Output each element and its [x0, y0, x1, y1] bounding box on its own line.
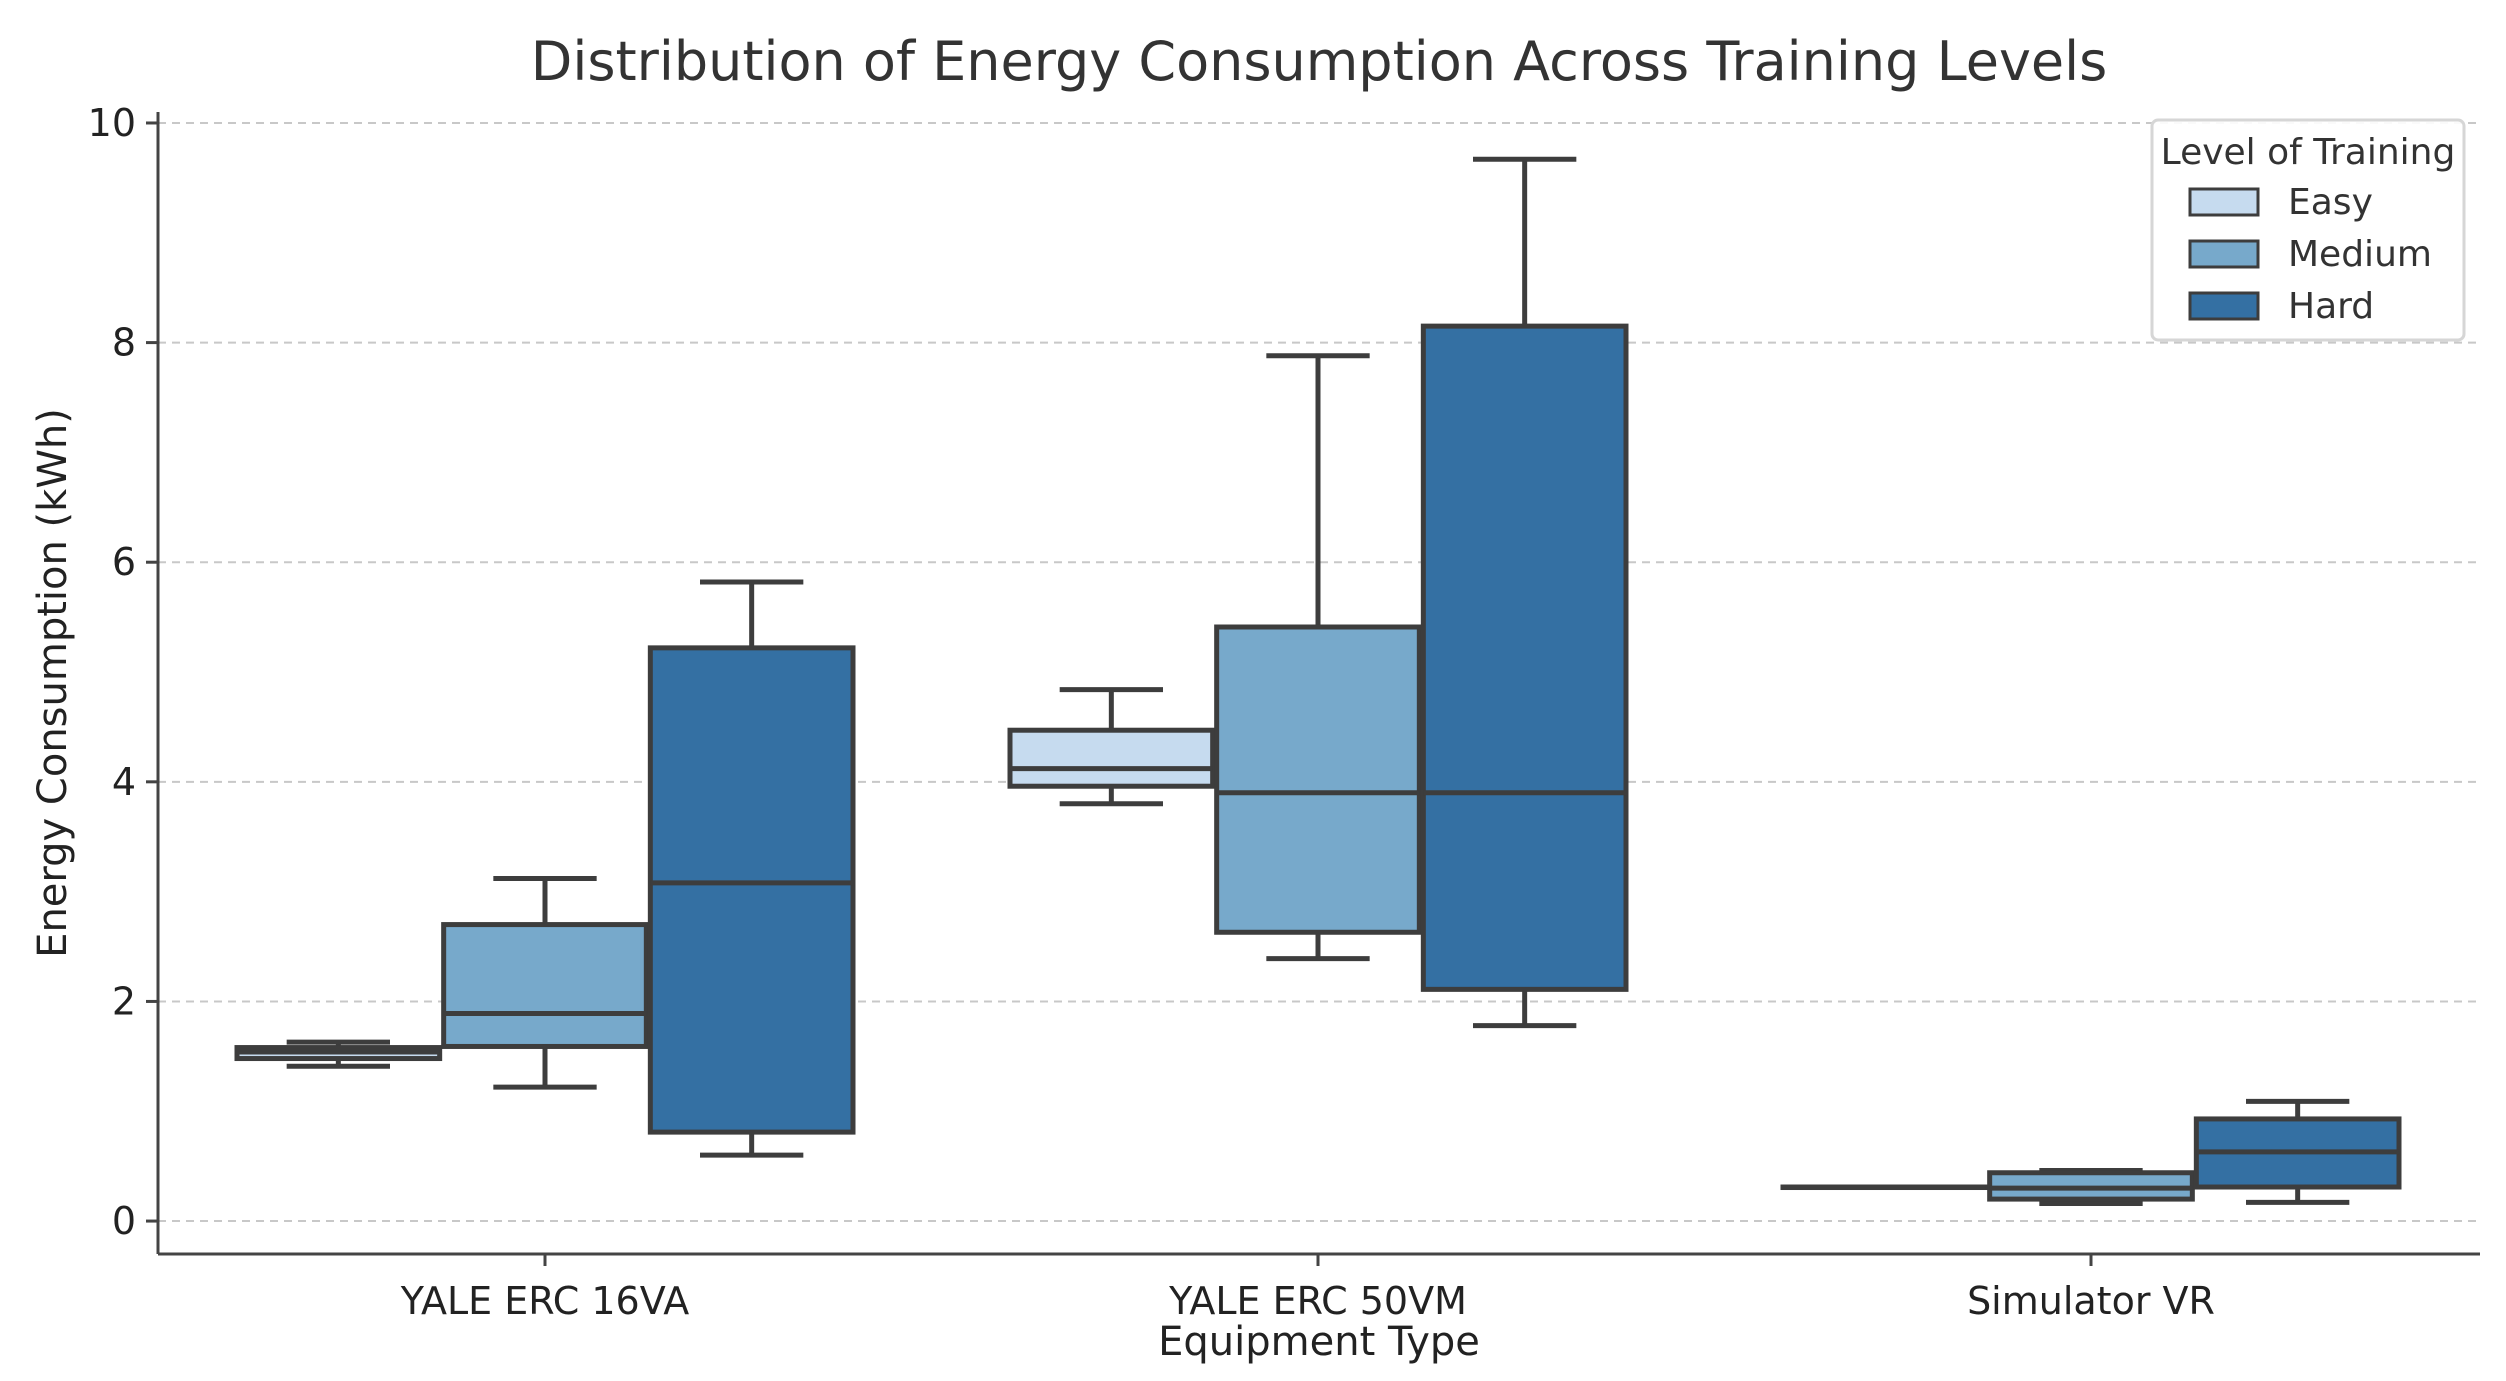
box-hard-0 [647, 579, 856, 1158]
x-ticks: YALE ERC 16VA YALE ERC 50VM Simulator VR [400, 1254, 2215, 1323]
y-tick-label-5: 10 [88, 101, 136, 145]
legend-items: Easy Medium Hard [2188, 182, 2432, 327]
x-axis-label: Equipment Type [1158, 1319, 1480, 1365]
box-medium-2 [1987, 1168, 2195, 1206]
legend-title: Level of Training [2161, 132, 2456, 173]
y-axis-label: Energy Consumption (kWh) [30, 408, 76, 958]
box-easy-1 [1007, 687, 1216, 807]
y-tick-label-3: 6 [112, 540, 136, 584]
box-body [1214, 624, 1422, 935]
box-body [441, 922, 649, 1049]
box-body [647, 645, 856, 1135]
box-easy-2 [1780, 1184, 1989, 1191]
legend-swatch-easy [2188, 187, 2260, 217]
y-tick-label-2: 4 [112, 760, 136, 804]
box-medium-1 [1214, 353, 1422, 962]
y-tick-label-4: 8 [112, 321, 136, 365]
box-body [1420, 323, 1629, 992]
legend-swatch-medium [2188, 239, 2260, 269]
y-tick-label-0: 0 [112, 1199, 136, 1243]
y-ticks: 0 2 4 6 8 10 [88, 101, 158, 1243]
legend-label-hard: Hard [2288, 286, 2374, 327]
box-hard-1 [1420, 156, 1629, 1029]
box-body [1007, 727, 1216, 789]
legend-swatch-hard [2188, 291, 2260, 321]
x-tick-label-1: YALE ERC 50VM [1168, 1279, 1467, 1323]
x-tick-label-2: Simulator VR [1967, 1279, 2215, 1323]
chart-title: Distribution of Energy Consumption Acros… [531, 30, 2108, 93]
box-medium-0 [441, 875, 649, 1090]
box-hard-2 [2193, 1098, 2402, 1205]
y-tick-label-1: 2 [112, 979, 136, 1023]
box-plots [234, 156, 2402, 1206]
box-easy-0 [234, 1039, 443, 1069]
legend-label-medium: Medium [2288, 234, 2432, 275]
legend-label-easy: Easy [2288, 182, 2373, 223]
legend-frame [2150, 118, 2466, 342]
grid-lines [158, 121, 2480, 1223]
x-tick-label-0: YALE ERC 16VA [400, 1279, 690, 1323]
legend: Level of Training Easy Medium Hard [2150, 118, 2466, 342]
